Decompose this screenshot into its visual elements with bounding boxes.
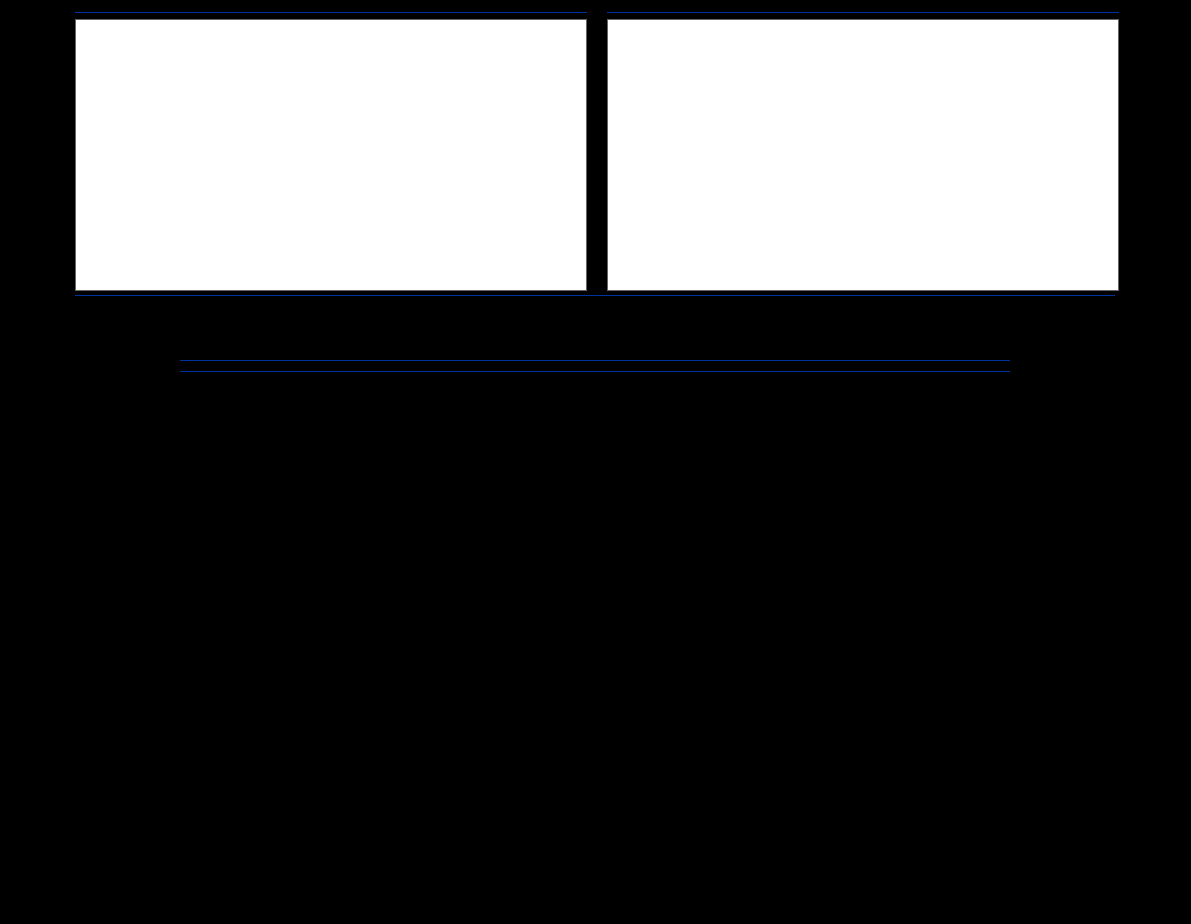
chart-row	[75, 10, 1115, 291]
chart4-caption	[607, 10, 1119, 13]
chart4-block	[607, 10, 1119, 291]
research-page	[75, 10, 1115, 374]
charts-source	[75, 295, 1115, 298]
table5-source	[180, 371, 1010, 374]
chart3-caption	[75, 10, 587, 13]
table5-block	[180, 358, 1010, 374]
chart3-plot	[75, 19, 587, 291]
chart4-plot	[607, 19, 1119, 291]
table5-caption	[180, 358, 1010, 361]
chart3-block	[75, 10, 587, 291]
